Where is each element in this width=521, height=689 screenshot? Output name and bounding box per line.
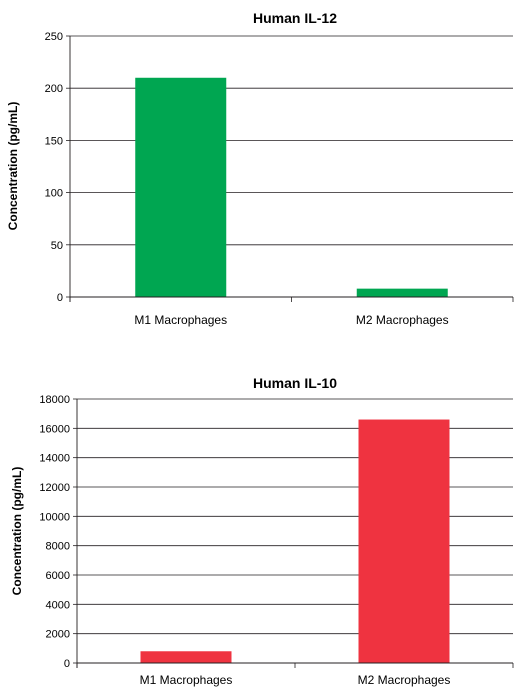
y-tick-label: 50: [51, 240, 63, 252]
chart-il12: Human IL-12 Concentration (pg/mL) 0 50 100…: [6, 10, 514, 327]
x-category-label: M1 Macrophages: [140, 673, 233, 687]
chart-title: Human IL-10: [253, 375, 337, 391]
y-tick-label: 200: [45, 83, 63, 95]
y-tick-label: 0: [64, 658, 70, 670]
y-tick-label: 18000: [39, 394, 70, 406]
bar-m2-macrophages: [356, 288, 448, 297]
y-tick-label: 100: [45, 188, 63, 200]
chart-title: Human IL-12: [253, 10, 337, 26]
x-category-label: M2 Macrophages: [358, 673, 451, 687]
y-tick-label: 10000: [39, 511, 70, 523]
bar-m2-macrophages: [358, 419, 450, 663]
chart-il10: Human IL-10 Concentration (pg/mL) 0 2000 4…: [10, 375, 514, 687]
x-category-label: M1 Macrophages: [134, 313, 227, 327]
bar-m1-macrophages: [140, 651, 232, 663]
y-tick-label: 0: [57, 292, 63, 304]
y-tick-label: 250: [45, 31, 63, 43]
x-category-label: M2 Macrophages: [356, 313, 449, 327]
y-tick-label: 12000: [39, 482, 70, 494]
y-axis-label: Concentration (pg/mL): [6, 102, 20, 231]
y-tick-label: 6000: [46, 570, 70, 582]
y-tick-label: 4000: [46, 599, 70, 611]
y-axis-label: Concentration (pg/mL): [10, 467, 24, 596]
y-tick-label: 14000: [39, 453, 70, 465]
bar-m1-macrophages: [135, 77, 227, 297]
y-tick-label: 8000: [46, 541, 70, 553]
y-tick-label: 16000: [39, 423, 70, 435]
y-tick-label: 150: [45, 135, 63, 147]
y-tick-label: 2000: [46, 629, 70, 641]
